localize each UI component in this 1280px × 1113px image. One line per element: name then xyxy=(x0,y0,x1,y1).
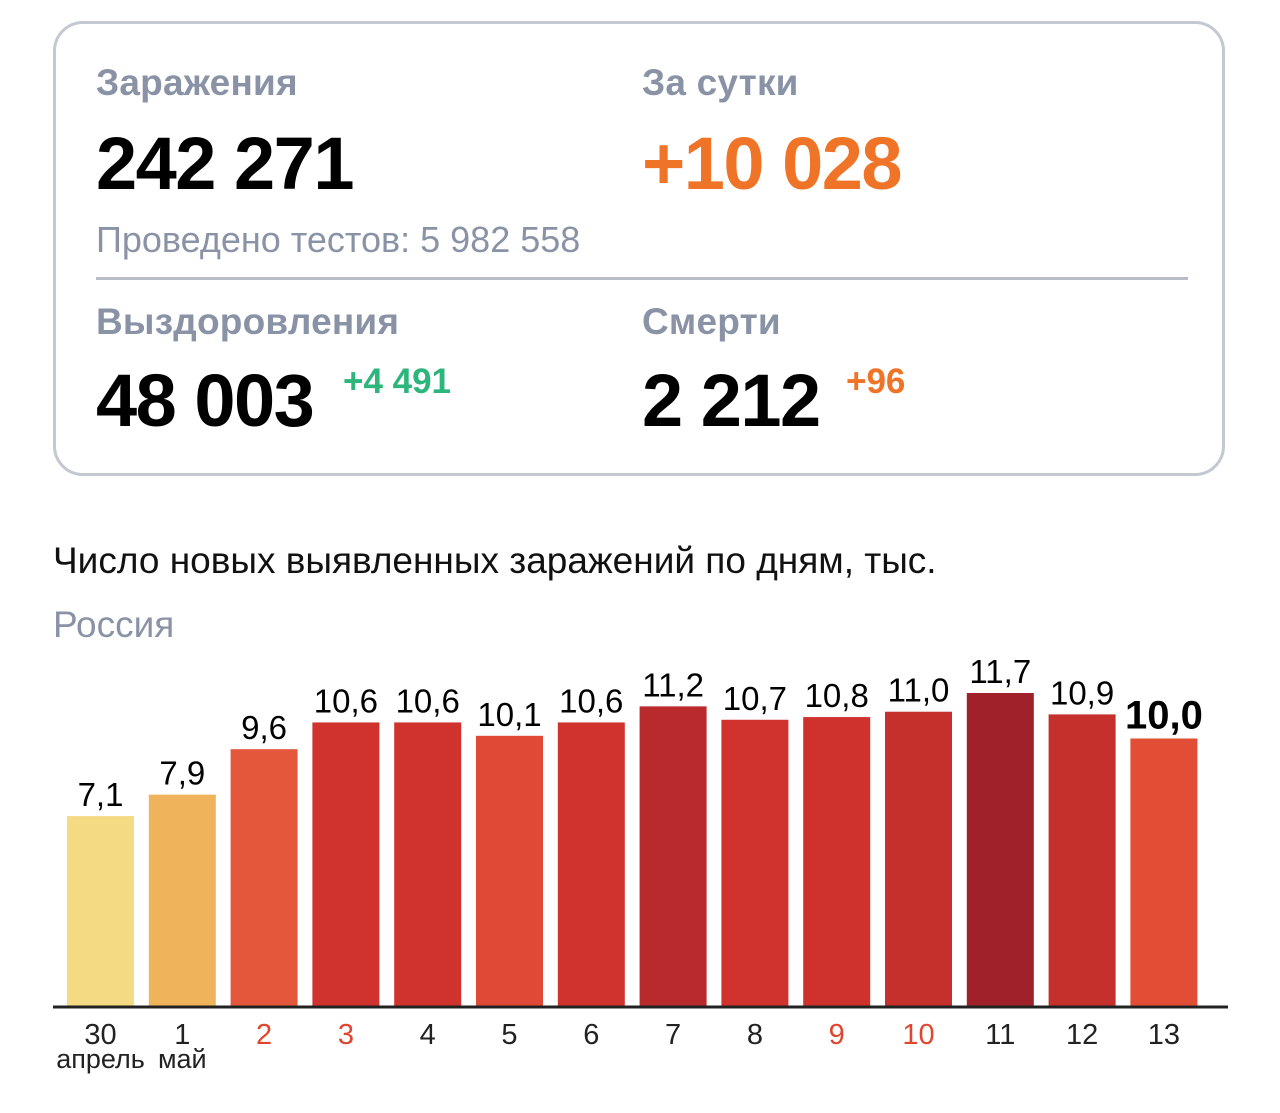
value-label-2: 9,6 xyxy=(241,709,287,746)
recovered-value: 48 003 xyxy=(96,359,315,442)
infections-label: Заражения xyxy=(96,62,298,103)
value-label-11: 11,7 xyxy=(969,653,1031,690)
value-label-8: 10,7 xyxy=(723,680,787,717)
divider xyxy=(96,277,1188,280)
deaths-label: Смерти xyxy=(642,301,781,342)
month-label-0: апрель xyxy=(56,1044,145,1074)
bar-13 xyxy=(1130,738,1198,1006)
bar-10 xyxy=(885,711,952,1006)
bar-1 xyxy=(148,794,216,1006)
bar-12 xyxy=(1048,714,1116,1006)
bar-30 xyxy=(67,816,134,1006)
bar-2 xyxy=(230,749,298,1006)
bar-7 xyxy=(639,706,707,1006)
tick-label-4: 4 xyxy=(420,1019,436,1051)
value-label-9: 10,8 xyxy=(805,677,869,714)
bar-3 xyxy=(312,722,380,1006)
tick-label-7: 7 xyxy=(665,1019,681,1051)
value-label-3: 10,6 xyxy=(314,682,378,719)
deaths-value: 2 212 xyxy=(642,359,821,442)
tick-label-13: 13 xyxy=(1148,1019,1180,1051)
bar-5 xyxy=(476,735,543,1006)
recovered-delta: +4 491 xyxy=(343,362,452,401)
month-label-1: май xyxy=(158,1044,207,1074)
tick-label-11: 11 xyxy=(985,1019,1015,1051)
recovered-label: Выздоровления xyxy=(96,301,400,342)
tick-label-1: 1 xyxy=(174,1019,190,1051)
tick-label-5: 5 xyxy=(501,1019,517,1051)
daily-label: За сутки xyxy=(642,62,799,103)
tick-label-2: 2 xyxy=(256,1019,272,1051)
value-label-1: 7,9 xyxy=(159,755,205,792)
bar-6 xyxy=(557,722,625,1006)
bar-11 xyxy=(966,693,1034,1006)
tick-label-10: 10 xyxy=(902,1019,934,1051)
chart-title: Число новых выявленных заражений по дням… xyxy=(53,540,937,581)
tick-label-30: 30 xyxy=(84,1019,116,1051)
bar-8 xyxy=(721,719,789,1006)
value-label-10: 11,0 xyxy=(888,672,950,709)
infections-value: 242 271 xyxy=(96,122,355,205)
bar-9 xyxy=(803,717,871,1006)
daily-value: +10 028 xyxy=(642,122,903,205)
value-label-6: 10,6 xyxy=(559,682,623,719)
stats-card: Заражения 242 271 За сутки +10 028 Прове… xyxy=(53,21,1225,476)
bar-4 xyxy=(394,722,462,1006)
tick-label-9: 9 xyxy=(829,1019,845,1051)
value-label-4: 10,6 xyxy=(396,682,460,719)
deaths-delta: +96 xyxy=(846,362,906,401)
value-label-12: 10,9 xyxy=(1050,674,1114,711)
tests-text: Проведено тестов: 5 982 558 xyxy=(96,219,581,260)
value-label-5: 10,1 xyxy=(477,696,541,733)
value-label-7: 11,2 xyxy=(642,666,704,703)
chart-subtitle: Россия xyxy=(53,604,175,645)
tick-label-12: 12 xyxy=(1066,1019,1098,1051)
value-label-30: 7,1 xyxy=(78,776,124,813)
tick-label-6: 6 xyxy=(583,1019,599,1051)
tick-label-3: 3 xyxy=(338,1019,354,1051)
value-label-13: 10,0 xyxy=(1125,693,1203,737)
tick-label-8: 8 xyxy=(747,1019,763,1051)
